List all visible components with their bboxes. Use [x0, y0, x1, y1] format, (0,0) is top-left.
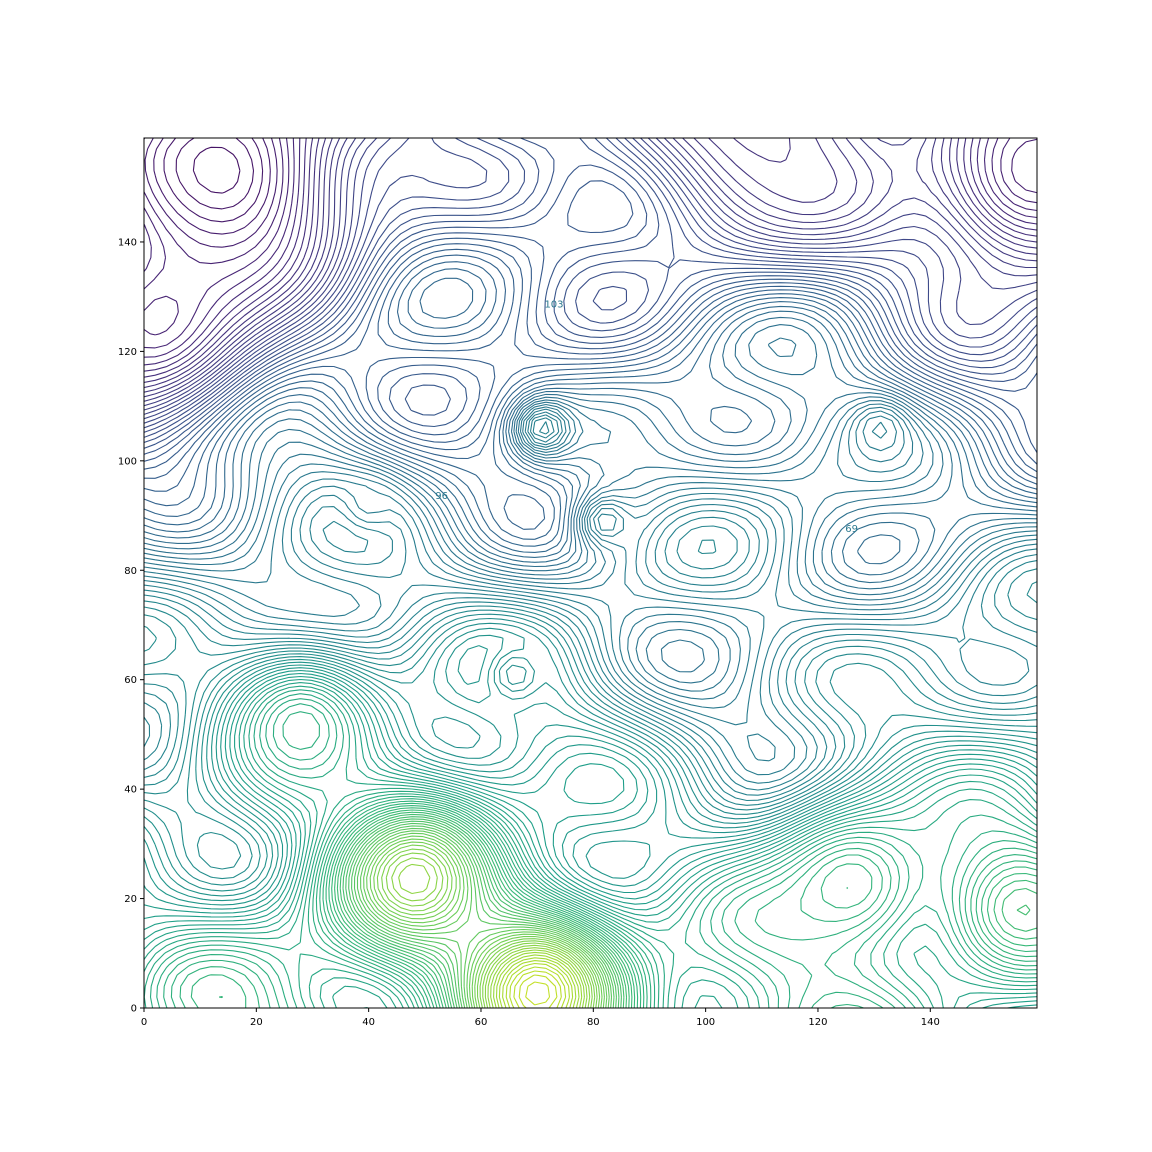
- x-tick-label: 20: [250, 1017, 263, 1028]
- plot-area: 103 96 69: [144, 138, 1037, 1008]
- x-tick-label: 40: [362, 1017, 375, 1028]
- contour-value-label: 103: [544, 300, 563, 311]
- y-tick-label: 100: [118, 456, 137, 467]
- x-tick-label: 80: [587, 1017, 600, 1028]
- x-tick-label: 140: [921, 1017, 940, 1028]
- y-tick-label: 0: [131, 1004, 137, 1015]
- y-tick-label: 80: [124, 566, 137, 577]
- x-tick-label: 0: [141, 1017, 147, 1028]
- y-tick-label: 20: [124, 894, 137, 905]
- contour-value-label: 96: [435, 491, 448, 502]
- y-tick-label: 140: [118, 237, 137, 248]
- x-tick-label: 60: [475, 1017, 488, 1028]
- x-tick-label: 120: [808, 1017, 827, 1028]
- y-tick-label: 40: [124, 785, 137, 796]
- contour-value-label: 69: [845, 524, 858, 535]
- y-tick-label: 60: [124, 675, 137, 686]
- y-tick-label: 120: [118, 347, 137, 358]
- x-tick-label: 100: [696, 1017, 715, 1028]
